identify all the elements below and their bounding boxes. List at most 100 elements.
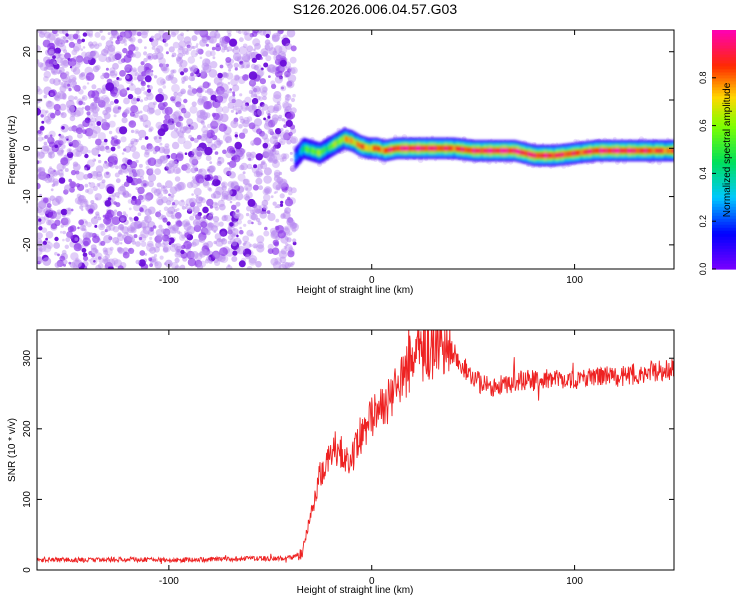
- noise-point: [267, 64, 276, 73]
- noise-point: [60, 112, 64, 116]
- noise-point: [101, 95, 109, 103]
- noise-point: [189, 121, 199, 131]
- noise-point: [186, 44, 191, 49]
- noise-point: [264, 187, 271, 194]
- noise-point: [248, 157, 252, 161]
- noise-point: [267, 115, 271, 119]
- noise-point: [70, 252, 79, 261]
- noise-point: [119, 126, 128, 135]
- noise-point: [166, 35, 170, 40]
- noise-point: [253, 137, 262, 146]
- ridge-cell: [478, 147, 481, 154]
- noise-point: [227, 162, 230, 165]
- noise-point: [172, 95, 177, 100]
- noise-point: [92, 111, 99, 118]
- colorbar-tick-label: 0.4: [698, 167, 708, 180]
- colorbar-cell: [712, 191, 736, 195]
- colorbar-gradient: [712, 30, 736, 270]
- ridge-cell: [422, 145, 426, 152]
- ridge-cell: [372, 145, 375, 152]
- noise-point: [173, 110, 182, 119]
- noise-point: [230, 78, 239, 87]
- noise-point: [46, 242, 53, 249]
- ridge-cell: [416, 145, 419, 152]
- noise-point: [81, 106, 85, 110]
- noise-point: [79, 73, 84, 78]
- noise-point: [256, 128, 263, 135]
- noise-point: [252, 243, 258, 249]
- noise-point: [213, 175, 219, 181]
- noise-point: [119, 70, 126, 77]
- noise-point: [202, 206, 209, 214]
- noise-point: [116, 211, 123, 217]
- noise-point: [267, 243, 274, 250]
- noise-point: [218, 156, 221, 160]
- noise-point: [109, 70, 116, 77]
- noise-point: [195, 45, 199, 48]
- noise-point: [174, 251, 181, 258]
- ridge-cell: [664, 147, 667, 154]
- ridge-cell: [338, 138, 341, 145]
- noise-point: [117, 247, 124, 254]
- ridge-cell: [328, 144, 331, 151]
- noise-point: [290, 45, 297, 52]
- noise-point: [232, 52, 242, 62]
- ridge-cell: [638, 147, 641, 154]
- noise-point: [73, 243, 82, 252]
- snr-x-label: Height of straight line (km): [297, 585, 414, 596]
- noise-point: [238, 30, 242, 34]
- noise-point: [272, 145, 277, 150]
- colorbar-cell: [712, 197, 736, 201]
- ridge-cell: [572, 150, 575, 157]
- noise-point: [186, 45, 192, 52]
- noise-point: [48, 210, 57, 219]
- noise-point: [102, 162, 110, 169]
- noise-point: [94, 252, 103, 260]
- colorbar-cell: [712, 95, 736, 100]
- noise-point: [120, 136, 127, 143]
- ridge-cell: [614, 147, 617, 154]
- noise-point: [196, 43, 199, 46]
- noise-point: [258, 30, 267, 36]
- noise-point: [273, 105, 280, 112]
- ridge-cell: [554, 152, 557, 159]
- noise-point: [154, 168, 162, 176]
- noise-point: [76, 39, 82, 44]
- noise-point: [100, 240, 106, 246]
- noise-point: [174, 176, 181, 182]
- noise-point: [241, 59, 251, 69]
- noise-point: [134, 51, 142, 59]
- ridge-cell: [452, 145, 455, 152]
- noise-point: [253, 48, 256, 51]
- ridge-cell: [518, 148, 521, 155]
- colorbar-cell: [712, 224, 736, 228]
- noise-point: [262, 95, 267, 101]
- noise-point: [251, 105, 257, 111]
- noise-point: [117, 145, 121, 149]
- noise-point: [138, 163, 143, 168]
- noise-point: [185, 203, 189, 207]
- noise-point: [227, 101, 235, 109]
- noise-point: [105, 106, 112, 113]
- noise-point: [74, 237, 79, 242]
- noise-point: [249, 80, 254, 85]
- noise-point: [166, 169, 172, 174]
- noise-point: [275, 66, 280, 71]
- noise-point: [261, 133, 269, 140]
- colorbar-cell: [712, 221, 736, 225]
- noise-point: [72, 86, 77, 90]
- noise-point: [227, 81, 231, 85]
- noise-point: [100, 35, 106, 41]
- noise-point: [234, 45, 239, 50]
- noise-point: [173, 91, 179, 97]
- noise-point: [169, 243, 179, 252]
- noise-point: [48, 50, 55, 57]
- noise-point: [209, 30, 217, 39]
- noise-point: [136, 97, 140, 102]
- noise-point: [134, 72, 139, 77]
- noise-point: [42, 144, 50, 152]
- noise-point: [257, 163, 263, 170]
- noise-point: [148, 64, 154, 70]
- noise-point: [42, 197, 49, 204]
